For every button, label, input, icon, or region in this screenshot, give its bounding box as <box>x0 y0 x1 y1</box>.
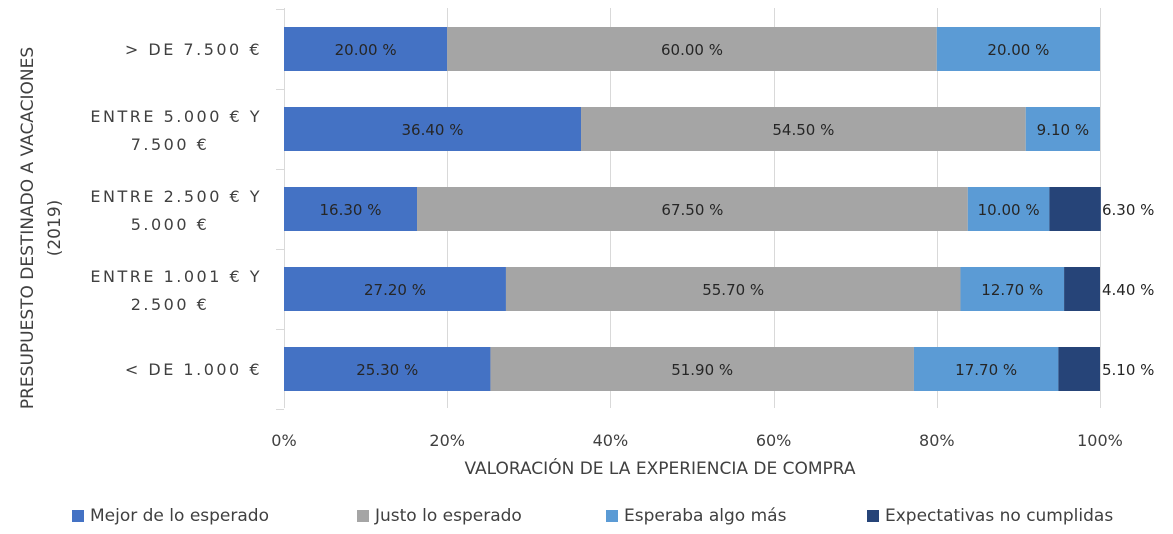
data-label: 27.20 % <box>364 281 426 299</box>
bar-segment <box>505 267 961 311</box>
bar-segment <box>284 267 506 311</box>
bar-segment <box>1049 187 1101 231</box>
bar-segment <box>284 107 582 151</box>
bar-segment <box>284 187 418 231</box>
category-label: 5.000 € <box>131 215 210 234</box>
stacked-bar-chart: 0% 20% 40% 60% 80% 100% 20.00 % 60.00 % 20.00 % >… <box>18 8 1154 479</box>
bar-segment <box>284 27 448 71</box>
bar-segment <box>284 347 491 391</box>
legend: Mejor de lo esperado Justo lo esperado Esp… <box>0 506 1173 530</box>
x-axis-title: VALORACIÓN DE LA EXPERIENCIA DE COMPRA <box>464 457 855 479</box>
category-label: 2.500 € <box>131 295 210 314</box>
data-label: 60.00 % <box>661 41 723 59</box>
bar-segment <box>960 267 1065 311</box>
legend-item: Justo lo esperado <box>357 506 522 526</box>
legend-label: Esperaba algo más <box>624 506 787 526</box>
data-label: 10.00 % <box>978 201 1040 219</box>
legend-swatch <box>357 510 369 522</box>
data-label: 67.50 % <box>661 201 723 219</box>
x-tick-label: 20% <box>429 431 465 450</box>
bar-segment <box>417 187 968 231</box>
bar-segment <box>913 347 1059 391</box>
x-tick-label: 40% <box>593 431 629 450</box>
data-label: 51.90 % <box>671 361 733 379</box>
category-label: < DE 1.000 € <box>125 360 262 379</box>
x-tick-label: 0% <box>271 431 296 450</box>
bar-segment <box>936 27 1100 71</box>
data-label: 55.70 % <box>702 281 764 299</box>
legend-swatch <box>606 510 618 522</box>
legend-item: Esperaba algo más <box>606 506 786 526</box>
bar-segment <box>967 187 1050 231</box>
bar-segment <box>581 107 1026 151</box>
data-label: 12.70 % <box>981 281 1043 299</box>
data-label: 20.00 % <box>335 41 397 59</box>
bar-segment <box>1064 267 1100 311</box>
category-label: ENTRE 2.500 € Y <box>90 187 262 206</box>
legend-swatch <box>72 510 84 522</box>
legend-item: Mejor de lo esperado <box>72 506 269 526</box>
legend-swatch <box>867 510 879 522</box>
y-axis-title: PRESUPUESTO DESTINADO A VACACIONES <box>18 47 38 409</box>
data-label: 16.30 % <box>320 201 382 219</box>
category-label: 7.500 € <box>131 135 210 154</box>
data-label: 9.10 % <box>1037 121 1089 139</box>
data-label: 25.30 % <box>356 361 418 379</box>
bar-segment <box>447 27 937 71</box>
data-label: 54.50 % <box>772 121 834 139</box>
data-label: 20.00 % <box>987 41 1049 59</box>
data-label: 6.30 % <box>1102 201 1154 219</box>
data-label: 4.40 % <box>1102 281 1154 299</box>
legend-label: Justo lo esperado <box>375 506 522 526</box>
bar-segment <box>1058 347 1100 391</box>
legend-label: Mejor de lo esperado <box>90 506 269 526</box>
legend-item: Expectativas no cumplidas <box>867 506 1113 526</box>
category-label: > DE 7.500 € <box>125 40 262 59</box>
data-label: 36.40 % <box>402 121 464 139</box>
bar-segment <box>1025 107 1100 151</box>
x-tick-label: 80% <box>919 431 955 450</box>
bar-segment <box>490 347 914 391</box>
x-tick-label: 60% <box>756 431 792 450</box>
legend-label: Expectativas no cumplidas <box>885 506 1114 526</box>
y-axis-title: (2019) <box>45 200 65 257</box>
data-label: 17.70 % <box>955 361 1017 379</box>
category-label: ENTRE 5.000 € Y <box>90 107 262 126</box>
data-label: 5.10 % <box>1102 361 1154 379</box>
category-label: ENTRE 1.001 € Y <box>90 267 262 286</box>
x-tick-label: 100% <box>1077 431 1123 450</box>
